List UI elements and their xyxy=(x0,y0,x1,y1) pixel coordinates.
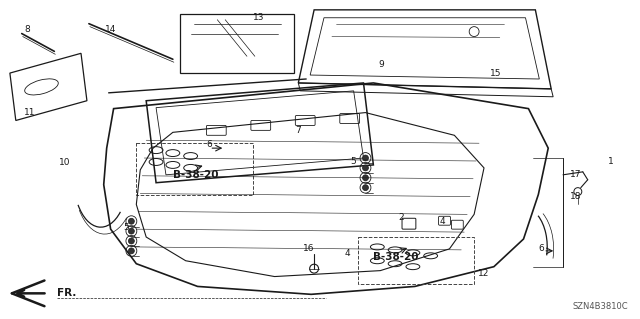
Text: 17: 17 xyxy=(570,170,582,179)
Text: 5: 5 xyxy=(124,223,129,232)
Bar xyxy=(136,143,253,195)
Bar xyxy=(358,237,474,285)
Text: 8: 8 xyxy=(25,25,31,34)
Circle shape xyxy=(129,238,134,244)
Text: 13: 13 xyxy=(253,13,264,22)
Circle shape xyxy=(129,228,134,234)
Text: 4: 4 xyxy=(345,249,351,258)
Text: 10: 10 xyxy=(60,159,71,167)
Text: 6: 6 xyxy=(207,140,212,149)
Text: FR.: FR. xyxy=(58,288,77,298)
Text: 7: 7 xyxy=(296,126,301,135)
Text: B-38-20: B-38-20 xyxy=(373,252,419,262)
Text: 12: 12 xyxy=(478,269,490,278)
Text: SZN4B3810C: SZN4B3810C xyxy=(573,302,628,311)
Circle shape xyxy=(362,175,369,181)
Text: B-38-20: B-38-20 xyxy=(173,170,218,180)
Circle shape xyxy=(129,248,134,254)
Circle shape xyxy=(362,165,369,171)
Text: 11: 11 xyxy=(24,108,35,117)
Text: 16: 16 xyxy=(303,244,315,253)
Text: 9: 9 xyxy=(378,60,384,69)
Text: 5: 5 xyxy=(351,158,356,167)
Text: 14: 14 xyxy=(105,25,116,34)
Text: 15: 15 xyxy=(490,69,502,78)
Text: 6: 6 xyxy=(538,244,544,253)
Circle shape xyxy=(362,155,369,161)
Circle shape xyxy=(129,218,134,224)
Text: 2: 2 xyxy=(398,213,404,222)
Text: 1: 1 xyxy=(607,158,613,167)
Text: 4: 4 xyxy=(440,217,445,226)
Text: 18: 18 xyxy=(570,192,582,201)
Circle shape xyxy=(362,185,369,191)
